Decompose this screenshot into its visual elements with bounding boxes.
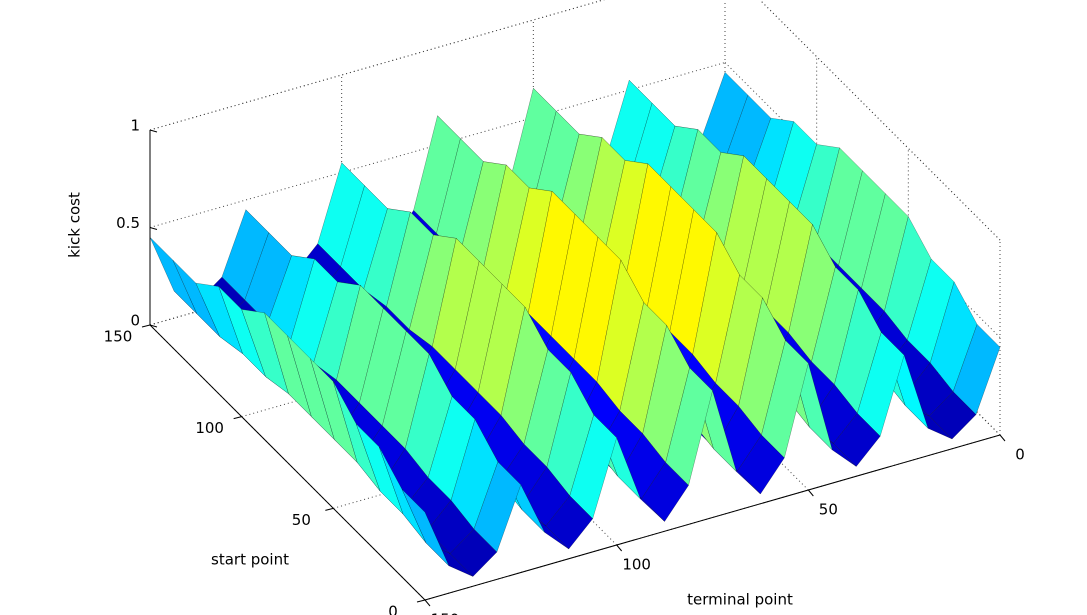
x-tick [424,599,431,607]
surface-cell [149,237,198,314]
z-tick [149,129,158,133]
y-tick-label: 150 [104,328,133,346]
x-tick [999,434,1006,442]
z-tick-label: 0.5 [116,214,140,232]
y-tick-label: 50 [292,511,311,529]
x-tick-label: 150 [431,611,460,615]
y-axis-label: start point [211,551,289,569]
x-tick-label: 50 [819,501,838,519]
z-tick [149,227,158,230]
y-tick [233,416,242,420]
y-tick [325,507,334,511]
grid-line [759,0,1001,241]
z-axis-label: kick cost [66,192,84,258]
z-tick [149,324,158,328]
y-tick [141,324,151,328]
x-axis-label: terminal point [687,591,793,609]
z-tick-label: 0 [130,312,140,330]
y-axis [149,324,426,601]
x-tick [807,489,814,497]
surface-cell [401,489,450,566]
y-tick [416,599,426,603]
x-tick-label: 100 [622,556,651,574]
x-tick-label: 0 [1015,446,1025,464]
z-tick-label: 1 [130,117,140,135]
x-tick [616,544,623,552]
y-tick-label: 0 [388,603,398,615]
x-axis [424,434,1001,601]
y-tick-label: 100 [195,419,224,437]
